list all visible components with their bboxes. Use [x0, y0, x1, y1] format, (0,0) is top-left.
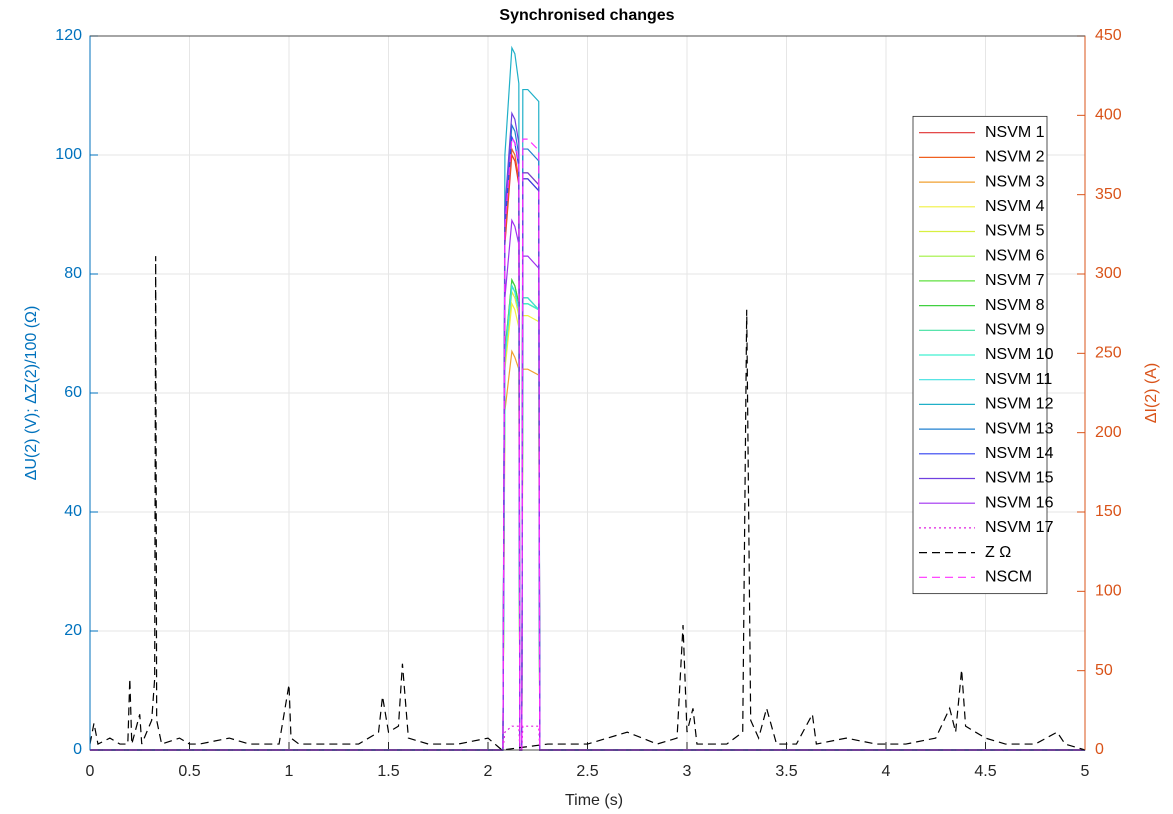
x-tick-label: 2.5	[576, 763, 598, 780]
x-tick-label: 3.5	[775, 763, 797, 780]
legend-label: NSVM 2	[985, 149, 1045, 166]
legend-label: NSVM 7	[985, 272, 1045, 289]
legend-label: NSVM 12	[985, 396, 1054, 413]
y-tick-label: 40	[64, 503, 82, 520]
legend-label: NSVM 6	[985, 247, 1045, 264]
legend-label: NSVM 8	[985, 297, 1045, 314]
legend-label: Z Ω	[985, 544, 1011, 561]
y-tick-label: 20	[64, 622, 82, 639]
x-tick-label: 0	[86, 763, 95, 780]
x-tick-label: 1.5	[377, 763, 399, 780]
y-tick-label: 80	[64, 265, 82, 282]
y-tick-label: 0	[73, 741, 82, 758]
x-tick-label: 4.5	[974, 763, 996, 780]
x-tick-label: 1	[285, 763, 294, 780]
y2-tick-label: 0	[1095, 741, 1104, 758]
legend: NSVM 1 NSVM 2 NSVM 3 NSVM 4 NSVM 5 NSVM 6 NSVM…	[912, 115, 1054, 595]
x-axis-label: Time (s)	[565, 792, 623, 809]
legend-label: NSVM 17	[985, 519, 1054, 536]
y2-tick-label: 400	[1095, 107, 1122, 124]
x-tick-label: 0.5	[178, 763, 200, 780]
y-tick-label: 60	[64, 384, 82, 401]
legend-label: NSVM 13	[985, 420, 1054, 437]
x-tick-label: 5	[1081, 763, 1090, 780]
x-tick-label: 4	[882, 763, 891, 780]
y2-tick-label: 450	[1095, 27, 1122, 44]
legend-label: NSVM 10	[985, 346, 1054, 363]
legend-label: NSVM 16	[985, 494, 1054, 511]
y2-tick-label: 150	[1095, 503, 1122, 520]
x-tick-label: 3	[683, 763, 692, 780]
legend-label: NSVM 5	[985, 223, 1045, 240]
legend-label: NSVM 15	[985, 470, 1054, 487]
y2-tick-label: 300	[1095, 265, 1122, 282]
legend-label: NSVM 9	[985, 322, 1045, 339]
y-tick-label: 120	[55, 27, 82, 44]
series-line	[89, 256, 1086, 751]
legend-label: NSVM 3	[985, 173, 1045, 190]
y-axis-label: ΔU(2) (V); ΔZ(2)/100 (Ω)	[23, 306, 40, 481]
y2-tick-label: 200	[1095, 424, 1122, 441]
legend-label: NSVM 4	[985, 198, 1045, 215]
y2-tick-label: 350	[1095, 186, 1122, 203]
legend-label: NSVM 1	[985, 124, 1045, 141]
legend-label: NSVM 11	[985, 371, 1052, 388]
y-tick-label: 100	[55, 146, 82, 163]
legend-label: NSCM	[985, 569, 1032, 586]
y2-axis-label: ΔI(2) (A)	[1143, 363, 1160, 423]
x-tick-label: 2	[484, 763, 493, 780]
y2-tick-label: 250	[1095, 345, 1122, 362]
y2-tick-label: 50	[1095, 662, 1113, 679]
legend-label: NSVM 14	[985, 445, 1054, 462]
y2-tick-label: 100	[1095, 583, 1122, 600]
chart-title: Synchronised changes	[499, 7, 674, 24]
